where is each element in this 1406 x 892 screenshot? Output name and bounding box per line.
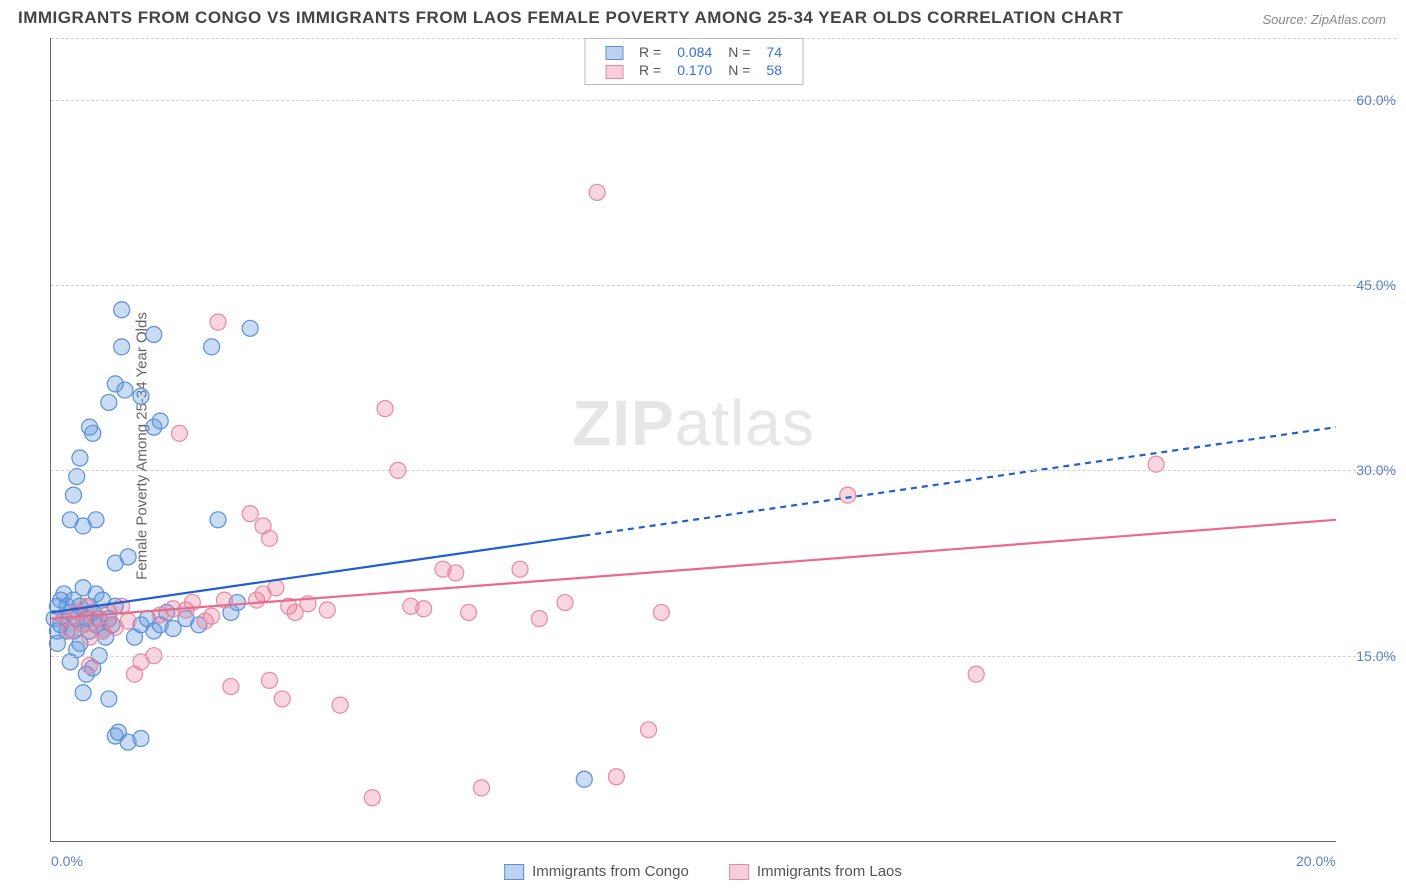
data-point	[576, 771, 592, 787]
data-point	[968, 666, 984, 682]
data-point	[82, 658, 98, 674]
trend-line-extrapolated	[584, 427, 1336, 535]
data-point	[65, 487, 81, 503]
data-point	[608, 769, 624, 785]
data-point	[332, 697, 348, 713]
legend-series: Immigrants from Congo Immigrants from La…	[504, 863, 902, 880]
data-point	[274, 691, 290, 707]
data-point	[204, 608, 220, 624]
data-point	[448, 565, 464, 581]
y-tick-label: 45.0%	[1341, 277, 1396, 293]
legend-correlation: R = 0.084 N = 74 R = 0.170 N = 58	[584, 38, 803, 85]
data-point	[377, 401, 393, 417]
data-point	[531, 611, 547, 627]
legend-item: Immigrants from Congo	[504, 863, 689, 880]
data-point	[204, 339, 220, 355]
data-point	[557, 595, 573, 611]
legend-row: R = 0.170 N = 58	[597, 61, 790, 79]
data-point	[114, 302, 130, 318]
data-point	[117, 382, 133, 398]
data-point	[840, 487, 856, 503]
data-point	[242, 506, 258, 522]
y-tick-label: 15.0%	[1341, 648, 1396, 664]
legend-row: R = 0.084 N = 74	[597, 43, 790, 61]
scatter-svg	[51, 38, 1336, 841]
legend-N-val: 74	[758, 43, 790, 61]
legend-R-hdr: R =	[631, 43, 669, 61]
data-point	[75, 685, 91, 701]
chart-title: IMMIGRANTS FROM CONGO VS IMMIGRANTS FROM…	[18, 8, 1123, 28]
data-point	[473, 780, 489, 796]
legend-N-hdr: N =	[720, 61, 758, 79]
data-point	[120, 613, 136, 629]
data-point	[261, 530, 277, 546]
data-point	[133, 730, 149, 746]
legend-N-val: 58	[758, 61, 790, 79]
legend-R-val: 0.084	[669, 43, 720, 61]
x-tick-label: 0.0%	[51, 853, 83, 869]
data-point	[120, 549, 136, 565]
data-point	[512, 561, 528, 577]
data-point	[319, 602, 335, 618]
data-point	[242, 320, 258, 336]
data-point	[133, 388, 149, 404]
data-point	[416, 601, 432, 617]
swatch-icon	[729, 864, 749, 880]
data-point	[146, 326, 162, 342]
data-point	[641, 722, 657, 738]
data-point	[210, 512, 226, 528]
legend-N-hdr: N =	[720, 43, 758, 61]
swatch-icon	[504, 864, 524, 880]
trend-line	[51, 520, 1336, 619]
data-point	[101, 691, 117, 707]
plot-area: ZIPatlas R = 0.084 N = 74 R = 0.170 N = …	[50, 38, 1336, 842]
data-point	[261, 672, 277, 688]
swatch-icon	[605, 65, 623, 79]
data-point	[172, 425, 188, 441]
legend-item: Immigrants from Laos	[729, 863, 902, 880]
y-tick-label: 30.0%	[1341, 462, 1396, 478]
data-point	[72, 450, 88, 466]
y-tick-label: 60.0%	[1341, 92, 1396, 108]
legend-R-val: 0.170	[669, 61, 720, 79]
data-point	[653, 604, 669, 620]
data-point	[268, 580, 284, 596]
data-point	[85, 425, 101, 441]
swatch-icon	[605, 46, 623, 60]
data-point	[101, 394, 117, 410]
data-point	[461, 604, 477, 620]
source-label: Source: ZipAtlas.com	[1262, 12, 1386, 27]
data-point	[223, 679, 239, 695]
data-point	[114, 339, 130, 355]
legend-label: Immigrants from Congo	[532, 863, 689, 880]
data-point	[152, 413, 168, 429]
legend-label: Immigrants from Laos	[757, 863, 902, 880]
data-point	[364, 790, 380, 806]
legend-R-hdr: R =	[631, 61, 669, 79]
x-tick-label: 20.0%	[1296, 853, 1336, 869]
trend-line	[51, 536, 584, 613]
data-point	[210, 314, 226, 330]
data-point	[589, 184, 605, 200]
data-point	[75, 518, 91, 534]
